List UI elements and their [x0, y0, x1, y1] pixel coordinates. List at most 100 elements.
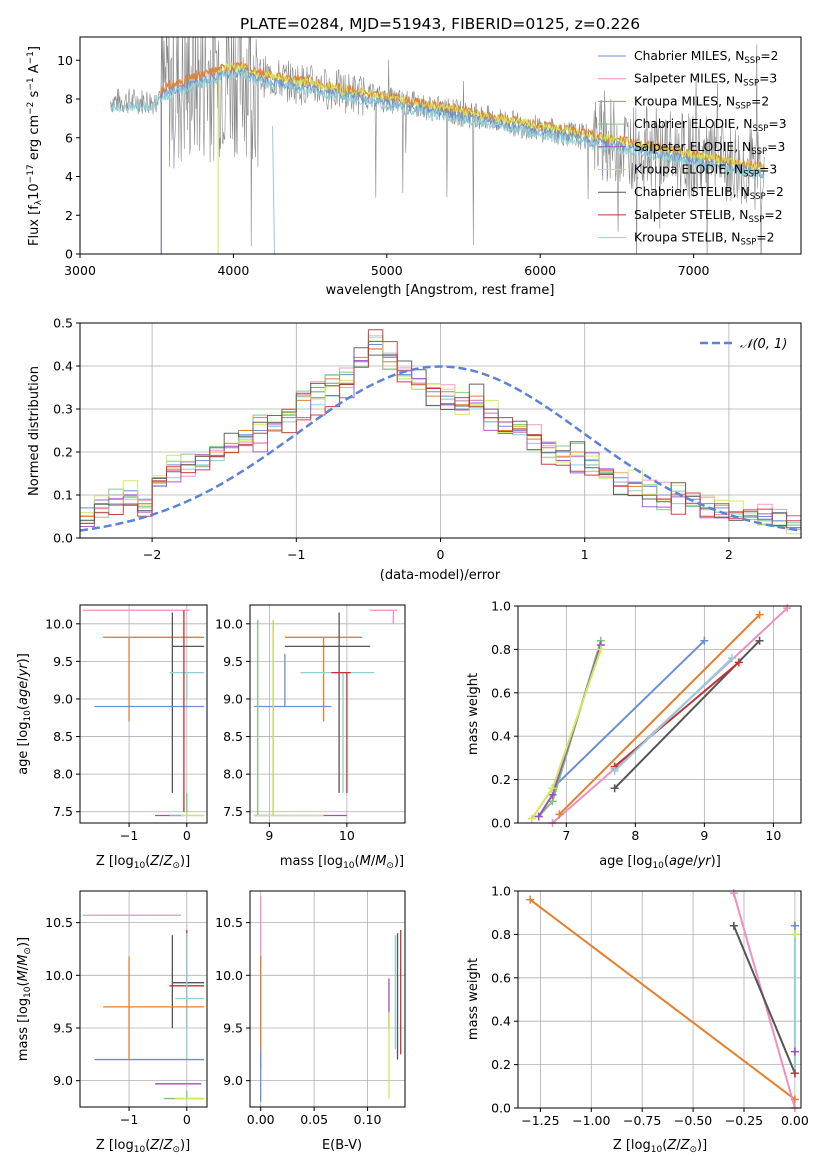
age-z-ytick-label: 8.5	[53, 729, 73, 744]
weight-z-ytick-label: 0.4	[491, 1014, 511, 1029]
age-z-xlabel: Z [log10(Z/Z⊙)]	[96, 854, 190, 871]
gaussian-legend-label: 𝒩(0, 1)	[740, 337, 787, 352]
weight-z-ytick-label: 0.6	[491, 970, 511, 985]
weight-z-ylabel: mass weight	[466, 958, 481, 1040]
histogram-xtick-label: 0	[437, 547, 445, 562]
weight-age-ytick-label: 0.4	[491, 729, 511, 744]
weight-vs-metallicity-panel: −1.25 −1.00 −0.75 −0.50 −0.25 0.00 0.0 0.2 0.4 0.…	[466, 884, 809, 1156]
spectrum-model-line	[110, 70, 765, 180]
legend-label: Kroupa ELODIE, NSSP=3	[634, 163, 777, 180]
histogram-xtick-label: 1	[581, 547, 589, 562]
mass-z-xlabel: Z [log10(Z/Z⊙)]	[96, 1138, 190, 1155]
weight-age-marker	[734, 658, 743, 667]
weight-age-marker	[700, 636, 709, 645]
mass-ebv-xtick-label: 0.05	[300, 1112, 328, 1127]
mass-z-ytick-label: 10.0	[45, 968, 73, 983]
age-z-xtick-label: 0	[183, 828, 191, 843]
age-mass-ytick-label: 7.5	[223, 804, 243, 819]
histogram-ytick-label: 0.2	[53, 445, 73, 460]
weight-z-marker	[526, 895, 535, 904]
legend-label: Chabrier MILES, NSSP=2	[634, 49, 778, 66]
weight-z-marker	[790, 1069, 799, 1078]
age-mass-xtick-label: 10	[339, 828, 355, 843]
age-z-ytick-label: 7.5	[53, 804, 73, 819]
mass-z-xtick-label: −1	[120, 1112, 138, 1127]
mass-ebv-ytick-label: 10.5	[215, 915, 243, 930]
age-mass-ytick-label: 9.0	[223, 691, 243, 706]
mass-z-xtick-label: 0	[183, 1112, 191, 1127]
age-vs-mass-panel: 9 10 7.5 8.0 8.5 9.0 9.5 10.0 mass [log10(M/M⊙)…	[215, 604, 406, 871]
weight-age-series-line	[537, 644, 602, 818]
legend-label: Salpeter ELODIE, NSSP=3	[634, 140, 785, 157]
weight-z-ytick-label: 0.2	[491, 1057, 511, 1072]
weight-age-xtick-label: 8	[631, 828, 639, 843]
weight-age-marker	[555, 810, 564, 819]
mass-ebv-xlabel: E(B-V)	[322, 1138, 362, 1153]
weight-z-xtick-label: −1.25	[521, 1113, 559, 1128]
spectrum-xlabel: wavelength [Angstrom, rest frame]	[326, 283, 555, 298]
weight-age-marker	[596, 645, 605, 654]
histogram-ylabel: Normed distribution	[27, 366, 42, 496]
weight-z-marker	[790, 1047, 799, 1056]
age-z-ylabel: age [log10(age/yr)]	[16, 653, 33, 775]
spectrum-ytick-label: 2	[65, 208, 73, 223]
spectrum-xtick-label: 5000	[371, 263, 403, 278]
spectrum-ytick-label: 0	[65, 247, 73, 262]
weight-age-ytick-label: 0.2	[491, 772, 511, 787]
age-z-frame	[79, 604, 208, 824]
weight-z-frame	[517, 890, 802, 1109]
residual-histogram-panel: −2 −1 0 1 2 0.0 0.1 0.2 0.3 0.4 0.5 (data-model)/…	[27, 316, 802, 583]
spectrum-xtick-label: 6000	[524, 263, 556, 278]
mass-z-ylabel: mass [log10(M/M⊙)]	[16, 937, 33, 1061]
weight-age-xtick-label: 7	[562, 828, 570, 843]
spectrum-ytick-label: 4	[65, 169, 73, 184]
legend-label: Kroupa STELIB, NSSP=2	[634, 231, 775, 248]
weight-z-ytick-label: 1.0	[491, 884, 511, 899]
spectrum-xtick-label: 4000	[217, 263, 249, 278]
spectrum-panel: 3000 4000 5000 6000 7000 0 2 4 6 8 10 wavelength …	[26, 36, 802, 298]
spectrum-ylabel: Flux [fλ10−17 erg cm−2 s−1 A−1]	[26, 46, 44, 246]
weight-age-ytick-label: 0.8	[491, 642, 511, 657]
weight-z-xtick-label: −0.25	[725, 1113, 763, 1128]
gaussian-curve	[80, 365, 801, 532]
weight-z-xlabel: Z [log10(Z/Z⊙)]	[613, 1138, 707, 1155]
weight-age-frame	[517, 605, 802, 824]
weight-age-marker	[755, 610, 764, 619]
age-mass-xtick-label: 9	[265, 828, 273, 843]
age-vs-metallicity-panel: −1 0 7.5 8.0 8.5 9.0 9.5 10.0 Z [log10(Z/Z⊙)] a…	[16, 604, 208, 871]
mass-vs-metallicity-panel: −1 0 9.0 9.5 10.0 10.5 Z [log10(Z/Z⊙)] mass […	[16, 890, 208, 1155]
histogram-ytick-label: 0.1	[53, 488, 73, 503]
weight-z-marker	[729, 889, 738, 898]
age-mass-xlabel: mass [log10(M/M⊙)]	[280, 854, 404, 871]
weight-age-marker	[610, 766, 619, 775]
figure-title: PLATE=0284, MJD=51943, FIBERID=0125, z=0…	[240, 15, 640, 33]
spectrum-ytick-label: 6	[65, 130, 73, 145]
weight-z-series-line	[732, 925, 796, 1074]
histogram-xtick-label: −2	[143, 547, 161, 562]
mass-ebv-ytick-label: 10.0	[215, 968, 243, 983]
weight-age-series-line	[551, 639, 706, 790]
mass-vs-ebv-panel: 0.00 0.05 0.10 9.0 9.5 10.0 10.5 E(B-V)	[215, 890, 406, 1153]
mass-z-ytick-label: 9.5	[53, 1020, 73, 1035]
age-z-ytick-label: 10.0	[45, 616, 73, 631]
weight-age-marker	[727, 654, 736, 663]
weight-age-ytick-label: 0.6	[491, 685, 511, 700]
histogram-xtick-label: 2	[725, 547, 733, 562]
weight-age-ytick-label: 1.0	[491, 599, 511, 614]
age-mass-frame	[249, 604, 406, 824]
weight-age-series-line	[558, 613, 761, 816]
mass-ebv-xtick-label: 0.00	[247, 1112, 275, 1127]
spectrum-ytick-label: 10	[57, 53, 73, 68]
mass-z-ytick-label: 9.0	[53, 1073, 73, 1088]
spectrum-model-dip	[272, 126, 276, 254]
weight-age-marker	[548, 784, 557, 793]
age-mass-ytick-label: 8.5	[223, 729, 243, 744]
mass-ebv-xtick-label: 0.10	[354, 1112, 382, 1127]
weight-z-ytick-label: 0.8	[491, 927, 511, 942]
weight-age-ylabel: mass weight	[466, 673, 481, 755]
age-z-ytick-label: 9.0	[53, 691, 73, 706]
spectrum-xtick-label: 7000	[678, 263, 710, 278]
weight-z-marker	[790, 921, 799, 930]
histogram-ytick-label: 0.4	[53, 359, 73, 374]
weight-z-marker	[729, 921, 738, 930]
